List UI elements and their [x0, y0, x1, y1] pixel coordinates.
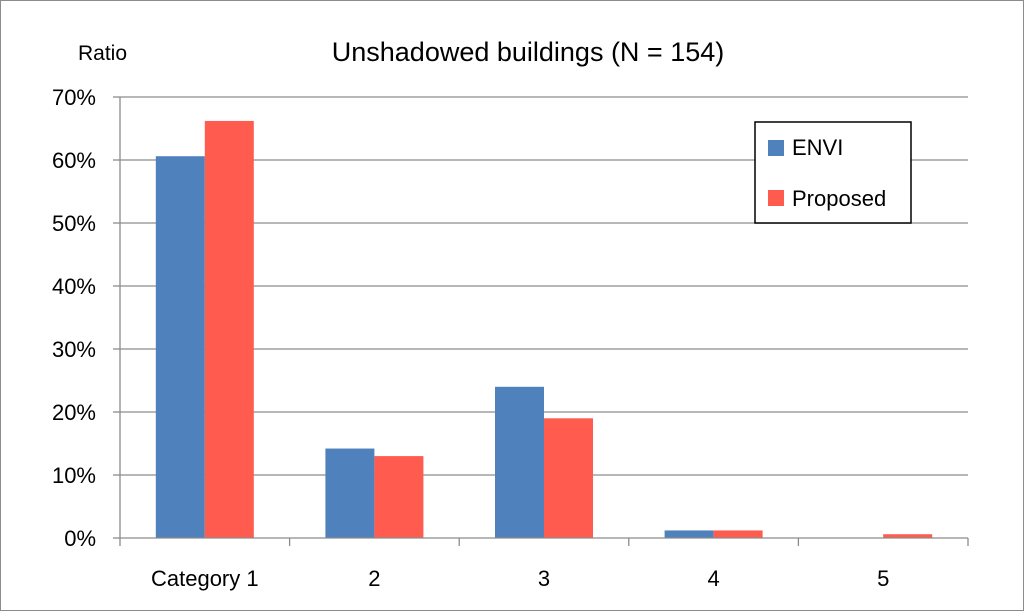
x-tick-label: 5: [877, 566, 889, 591]
bar-envi-2: [325, 448, 375, 538]
bar-proposed-3: [544, 418, 593, 538]
y-tick-label: 0%: [64, 526, 96, 551]
bar-proposed-2: [374, 456, 424, 538]
bar-proposed-1: [204, 120, 254, 538]
y-tick-labels: 0% 10% 20% 30% 40% 50% 60% 70%: [52, 85, 96, 551]
chart-title: Unshadowed buildings (N = 154): [332, 37, 725, 67]
y-tick-label: 20%: [52, 400, 96, 425]
legend-swatch-envi: [768, 140, 784, 156]
x-tick-labels: Category 1 2 3 4 5: [151, 566, 889, 591]
bar-proposed-5: [883, 534, 933, 538]
bars: [155, 120, 933, 538]
x-tick-label: Category 1: [151, 566, 259, 591]
x-tick-label: 3: [538, 566, 550, 591]
y-tick-label: 60%: [52, 148, 96, 173]
y-tick-label: 10%: [52, 463, 96, 488]
y-tick-label: 70%: [52, 85, 96, 110]
axes: [113, 96, 969, 546]
bar-envi-3: [495, 386, 544, 538]
bar-envi-1: [155, 156, 205, 538]
bar-proposed-4: [713, 530, 763, 538]
legend: ENVI Proposed: [754, 121, 912, 224]
legend-label-envi: ENVI: [792, 135, 843, 160]
y-tick-label: 30%: [52, 337, 96, 362]
legend-label-proposed: Proposed: [792, 186, 886, 211]
x-tick-label: 4: [707, 566, 719, 591]
y-tick-label: 40%: [52, 274, 96, 299]
legend-swatch-proposed: [768, 190, 784, 206]
y-tick-label: 50%: [52, 211, 96, 236]
legend-box: [754, 121, 912, 224]
x-tick-label: 2: [368, 566, 380, 591]
y-axis-label: Ratio: [78, 42, 127, 65]
bar-envi-4: [664, 530, 714, 538]
